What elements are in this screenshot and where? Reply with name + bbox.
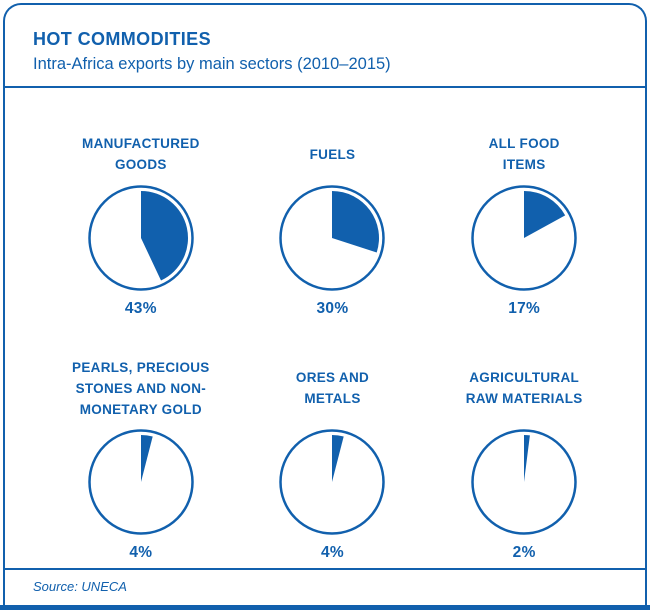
source-credit: Source: UNECA (33, 579, 127, 594)
pie-chart-fuels (279, 185, 386, 292)
pie-card-pearls-precious-stones: PEARLS, PRECIOUS STONES AND NON- MONETAR… (45, 356, 237, 562)
pie-category-label: AGRICULTURAL RAW MATERIALS (466, 356, 583, 422)
card-footer: Source: UNECA (5, 568, 645, 605)
pie-slice (524, 435, 531, 483)
pie-percentage-label: 30% (316, 300, 349, 318)
label-line: GOODS (114, 157, 167, 173)
label-line: RAW MATERIALS (465, 391, 583, 407)
pie-category-label: MANUFACTURED GOODS (82, 132, 200, 178)
pie-percentage-label: 4% (129, 544, 153, 562)
label-line: STONES AND NON- (75, 380, 207, 396)
pie-slice (332, 435, 345, 483)
pie-card-manufactured-goods: MANUFACTURED GOODS 43% (45, 132, 237, 318)
pie-percentage-label: 17% (508, 300, 541, 318)
pie-category-label: ORES AND METALS (296, 356, 369, 422)
label-line: METALS (304, 391, 361, 407)
pie-row-bottom: PEARLS, PRECIOUS STONES AND NON- MONETAR… (45, 356, 620, 562)
label-line: FUELS (309, 146, 356, 162)
pie-category-label: ALL FOOD ITEMS (489, 132, 560, 178)
card-header: HOT COMMODITIES Intra-Africa exports by … (5, 5, 645, 89)
pie-card-ores-and-metals: ORES AND METALS 4% (237, 356, 429, 562)
pie-chart-all-food-items (471, 185, 577, 292)
pie-card-fuels: FUELS 30% (237, 132, 429, 318)
label-line: MANUFACTURED (82, 136, 200, 152)
pie-percentage-label: 2% (512, 544, 536, 562)
pie-card-all-food-items: ALL FOOD ITEMS 17% (428, 132, 620, 318)
pie-slice (140, 191, 188, 281)
pie-chart-pearls-precious-stones (88, 429, 194, 536)
label-line: ALL FOOD (488, 136, 560, 152)
label-line: MONETARY GOLD (79, 401, 202, 417)
bottom-accent-bar (0, 605, 650, 610)
pie-slice (332, 191, 380, 253)
label-line: ORES AND (295, 370, 370, 386)
label-line: PEARLS, PRECIOUS (72, 360, 210, 375)
pie-chart-ores-and-metals (279, 429, 386, 536)
card-frame: HOT COMMODITIES Intra-Africa exports by … (3, 3, 647, 605)
pie-percentage-label: 43% (124, 300, 157, 318)
pie-category-label: PEARLS, PRECIOUS STONES AND NON- MONETAR… (72, 356, 210, 422)
pie-chart-agricultural-raw-materials (471, 429, 577, 536)
pie-slice (524, 191, 566, 239)
pie-chart-area: MANUFACTURED GOODS 43% FUELS (5, 88, 645, 568)
label-line: AGRICULTURAL (469, 370, 580, 386)
label-line: ITEMS (502, 157, 546, 173)
pie-chart-manufactured-goods (88, 185, 194, 292)
pie-slice (140, 435, 153, 483)
pie-card-agricultural-raw-materials: AGRICULTURAL RAW MATERIALS 2% (428, 356, 620, 562)
chart-subtitle: Intra-Africa exports by main sectors (20… (33, 54, 391, 73)
pie-percentage-label: 4% (320, 544, 344, 562)
pie-category-label: FUELS (310, 132, 356, 178)
chart-title: HOT COMMODITIES (33, 29, 211, 49)
pie-row-top: MANUFACTURED GOODS 43% FUELS (45, 132, 620, 318)
